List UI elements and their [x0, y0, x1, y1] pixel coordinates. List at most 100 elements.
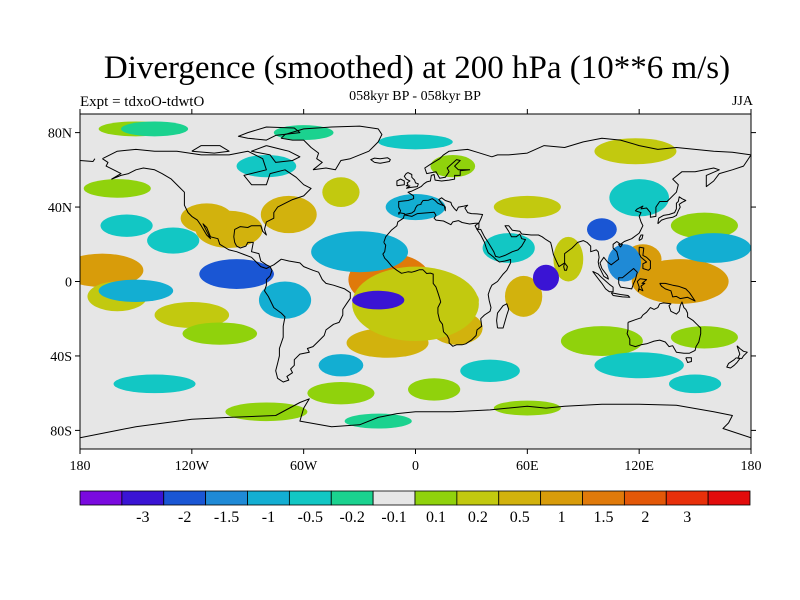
colorbar-label-5: -0.2	[340, 509, 365, 526]
anomaly-patch-8	[180, 203, 233, 234]
anomaly-patch-5	[631, 259, 729, 304]
lat-tick-label-2: 0	[65, 276, 72, 291]
coastline-13	[251, 145, 301, 163]
anomaly-patch-42	[147, 227, 200, 254]
coastline-11	[237, 126, 301, 141]
colorbar-label-8: 0.2	[468, 509, 488, 526]
colorbar-swatch-0	[79, 490, 123, 506]
colorbar-swatch-15	[707, 490, 751, 506]
colorbar-label-11: 1.5	[593, 509, 613, 526]
anomaly-patch-15	[352, 266, 479, 342]
lon-tick-label-6: 180	[741, 459, 762, 474]
lon-tick-label-4: 60E	[516, 459, 539, 474]
colorbar-swatch-10	[498, 490, 542, 506]
period-label: 058kyr BP - 058kyr BP	[349, 89, 481, 104]
coastline-27	[563, 262, 568, 271]
page-title: Divergence (smoothed) at 200 hPa (10**6 …	[103, 50, 731, 86]
coastline-0	[102, 148, 312, 269]
colorbar-swatch-1	[121, 490, 165, 506]
colorbar-label-2: -1.5	[214, 509, 239, 526]
anomaly-patch-56	[273, 125, 334, 141]
coastline-20	[618, 268, 638, 290]
coastlines	[80, 125, 751, 439]
anomaly-patch-21	[670, 326, 738, 349]
anomaly-patch-9	[260, 195, 317, 234]
coastline-2	[398, 137, 751, 215]
lat-tick-label-3: 40S	[50, 350, 72, 365]
colorbar-swatch-2	[163, 490, 207, 506]
anomaly-patch-37	[532, 264, 560, 291]
coastline-14	[657, 196, 687, 225]
colorbar-swatch-7	[372, 490, 416, 506]
anomaly-patch-45	[482, 233, 535, 263]
colorbar-label-4: -0.5	[298, 509, 323, 526]
coastline-18	[592, 270, 614, 293]
anomaly-patch-49	[609, 179, 669, 217]
anomaly-patch-41	[98, 279, 174, 302]
anomaly-patch-44	[385, 194, 446, 221]
coastline-15	[638, 234, 644, 242]
lon-tick-label-3: 0	[412, 459, 419, 474]
coastline-28	[80, 398, 751, 439]
anomaly-patch-40	[676, 233, 751, 263]
coastline-23	[626, 301, 702, 354]
colorbar-swatch-4	[247, 490, 290, 506]
colorbar-label-7: 0.1	[426, 509, 446, 526]
colorbar-label-12: 2	[641, 509, 649, 526]
anomaly-patch-39	[607, 244, 642, 282]
anomaly-patch-24	[307, 382, 375, 405]
coastline-6	[496, 303, 510, 329]
colorbar-swatch-3	[205, 490, 248, 506]
lon-tick-label-2: 60W	[290, 459, 318, 474]
anomaly-patch-13	[504, 275, 543, 317]
anomaly-patch-10	[154, 301, 230, 329]
colorbar-swatch-5	[288, 490, 332, 506]
anomaly-patch-26	[670, 212, 738, 239]
anomaly-patch-55	[378, 134, 453, 150]
anomaly-patch-20	[553, 236, 584, 282]
colorbar-swatch-6	[330, 490, 374, 506]
lat-tick-label-1: 40N	[48, 201, 72, 216]
coastline-25	[736, 345, 748, 360]
colorbar-swatch-8	[414, 490, 458, 506]
anomaly-patch-34	[352, 290, 405, 310]
colorbar-swatch-9	[456, 490, 500, 506]
coastline-1	[264, 258, 351, 383]
anomaly-patch-31	[430, 154, 476, 178]
colorbar-label-0: -3	[136, 509, 149, 526]
anomaly-patch-47	[318, 354, 364, 377]
anomaly-patch-18	[594, 138, 677, 165]
anomaly-patch-43	[258, 281, 312, 319]
colorbar: -3 -2 -1.5 -1 -0.5 -0.2 -0.1 0.1 0.2 0.5 1 1.5 2 3	[79, 490, 751, 526]
colorbar-swatch-13	[623, 490, 667, 506]
anomaly-patch-53	[113, 374, 196, 394]
season-label: JJA	[731, 94, 753, 109]
coastline-19	[610, 292, 631, 298]
anomaly-patch-36	[311, 231, 409, 273]
coastline-7	[403, 172, 419, 189]
anomaly-patch-48	[460, 359, 520, 383]
colorbar-label-9: 0.5	[510, 509, 530, 526]
coastline-5	[382, 211, 512, 347]
anomaly-patch-54	[668, 374, 722, 394]
coastline-24	[685, 357, 692, 363]
lon-tick-label-5: 120E	[624, 459, 654, 474]
colorbar-label-6: -0.1	[381, 509, 406, 526]
coastline-3	[80, 158, 96, 162]
colorbar-swatch-11	[540, 490, 583, 506]
colorbar-label-1: -2	[178, 509, 191, 526]
coastline-9	[370, 157, 391, 164]
anomaly-patch-3	[80, 253, 144, 288]
colorbar-label-3: -1	[262, 509, 275, 526]
lon-tick-label-1: 120W	[175, 459, 210, 474]
anomaly-patch-25	[408, 378, 461, 401]
lon-tick-label-0: 180	[70, 459, 91, 474]
lat-tick-label-4: 80S	[50, 424, 72, 439]
anomaly-patch-16	[493, 195, 561, 219]
lat-tick-label-0: 80N	[48, 127, 72, 142]
anomaly-patch-50	[100, 214, 153, 237]
coastline-12	[191, 145, 230, 154]
colorbar-label-13: 3	[683, 509, 691, 526]
anomaly-patch-23	[182, 322, 258, 345]
